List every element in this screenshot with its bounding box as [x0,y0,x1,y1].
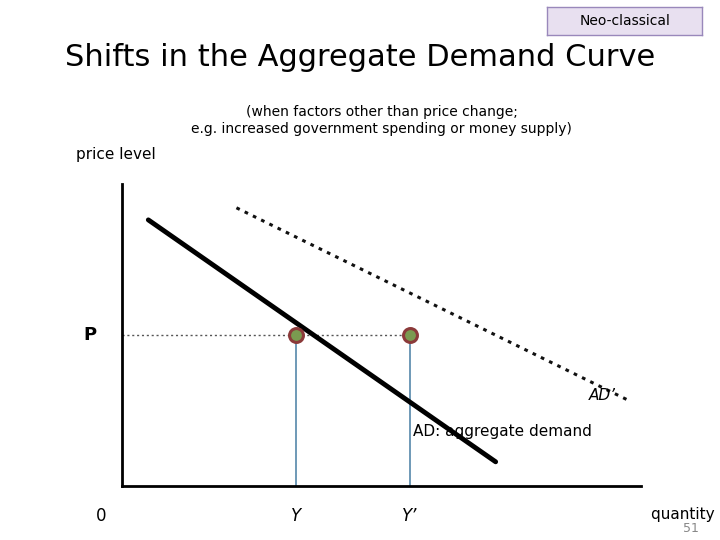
Text: Neo-classical: Neo-classical [579,14,670,28]
Point [290,330,302,339]
Text: Y’: Y’ [402,507,418,525]
Text: AD: aggregate demand: AD: aggregate demand [413,424,592,439]
Text: e.g. increased government spending or money supply): e.g. increased government spending or mo… [192,122,572,136]
Text: quantity of output: quantity of output [651,507,720,522]
Text: AD’: AD’ [589,388,616,403]
Text: price level: price level [76,147,156,163]
Point [405,330,416,339]
Text: 0: 0 [96,507,107,525]
Text: Y: Y [291,507,301,525]
Text: Shifts in the Aggregate Demand Curve: Shifts in the Aggregate Demand Curve [65,43,655,72]
Text: (when factors other than price change;: (when factors other than price change; [246,105,518,119]
Text: 51: 51 [683,522,698,535]
Text: P: P [84,326,96,344]
